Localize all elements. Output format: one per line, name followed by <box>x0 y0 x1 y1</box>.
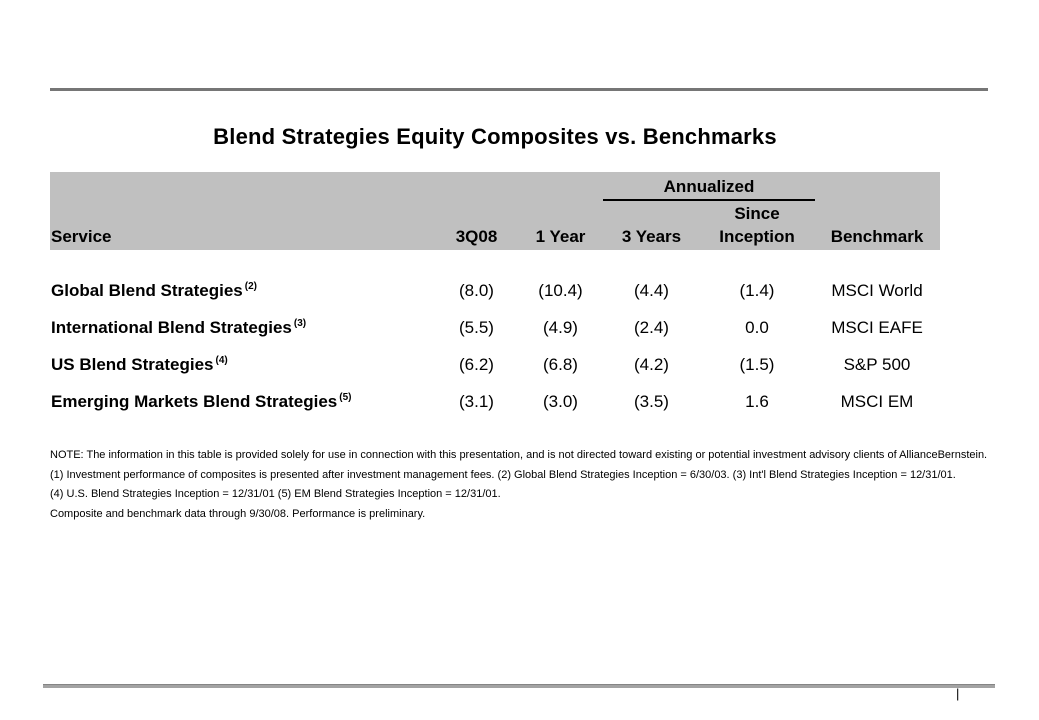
value-3-years: (4.4) <box>634 280 669 300</box>
annualized-group-header: Annualized <box>603 177 815 201</box>
footnotes-block: NOTE: The information in this table is p… <box>50 446 987 524</box>
table-row: International Blend Strategies (3) (5.5) … <box>50 309 940 346</box>
value-1-year: (10.4) <box>538 280 583 300</box>
value-3q08: (6.2) <box>459 354 494 374</box>
value-since-inception: (1.4) <box>739 280 775 300</box>
since-label: Since <box>734 204 780 223</box>
note-line: NOTE: The information in this table is p… <box>50 449 988 461</box>
value-1-year: (4.9) <box>543 317 578 337</box>
value-since-inception: 1.6 <box>745 391 769 411</box>
value-benchmark: MSCI EM <box>840 391 914 411</box>
col-header-service: Service <box>51 227 112 246</box>
footnote-ref: (3) <box>293 317 307 329</box>
note-line: Composite and benchmark data through 9/3… <box>50 507 426 520</box>
service-name-text: International Blend Strategies <box>51 317 292 337</box>
value-since-inception: 0.0 <box>745 317 769 337</box>
value-3q08: (5.5) <box>459 317 494 337</box>
table-header: Annualized Since Service 3Q08 1 Year 3 Y… <box>50 172 940 250</box>
value-benchmark: MSCI EAFE <box>831 317 923 337</box>
value-benchmark: MSCI World <box>831 280 923 300</box>
col-header-3q08: 3Q08 <box>455 227 498 246</box>
value-3q08: (8.0) <box>459 280 494 300</box>
footnote-ref: (5) <box>339 391 352 403</box>
service-name-text: Emerging Markets Blend Strategies <box>51 391 338 411</box>
value-since-inception: (1.5) <box>739 354 775 374</box>
bottom-divider <box>43 684 995 688</box>
column-header-row: Service 3Q08 1 Year 3 Years Inception Be… <box>50 227 940 247</box>
value-3-years: (2.4) <box>634 317 669 337</box>
service-name: US Blend Strategies (4) <box>50 355 435 375</box>
footnote-ref: (4) <box>215 354 228 366</box>
value-1-year: (3.0) <box>543 391 578 411</box>
service-name-text: Global Blend Strategies <box>51 280 243 300</box>
table-row: Global Blend Strategies (2) (8.0) (10.4) … <box>50 272 940 309</box>
top-divider <box>50 88 988 91</box>
value-3q08: (3.1) <box>459 391 494 411</box>
service-name: Global Blend Strategies (2) <box>50 281 435 301</box>
table-row: Emerging Markets Blend Strategies (5) (3.… <box>50 383 940 420</box>
col-header-since-inception: Inception <box>719 227 795 246</box>
value-3-years: (4.2) <box>634 354 669 374</box>
footnote-ref: (2) <box>244 280 257 292</box>
col-header-3-years: 3 Years <box>621 227 682 246</box>
value-benchmark: S&P 500 <box>843 354 911 374</box>
service-name-text: US Blend Strategies <box>51 354 214 374</box>
col-header-benchmark: Benchmark <box>830 227 924 246</box>
note-line: (1) Investment performance of composites… <box>50 468 956 481</box>
service-name: Emerging Markets Blend Strategies (5) <box>50 392 435 412</box>
annualized-label: Annualized <box>663 177 755 196</box>
value-3-years: (3.5) <box>634 391 669 411</box>
note-line: (4) U.S. Blend Strategies Inception = 12… <box>50 488 501 500</box>
value-1-year: (6.8) <box>543 354 578 374</box>
table-body: Global Blend Strategies (2) (8.0) (10.4) … <box>50 250 940 420</box>
table-row: US Blend Strategies (4) (6.2) (6.8) (4.2)… <box>50 346 940 383</box>
service-name: International Blend Strategies (3) <box>50 318 435 338</box>
col-header-1-year: 1 Year <box>535 227 586 246</box>
slide-title: Blend Strategies Equity Composites vs. B… <box>213 124 777 149</box>
page-number-placeholder: | <box>956 686 960 701</box>
